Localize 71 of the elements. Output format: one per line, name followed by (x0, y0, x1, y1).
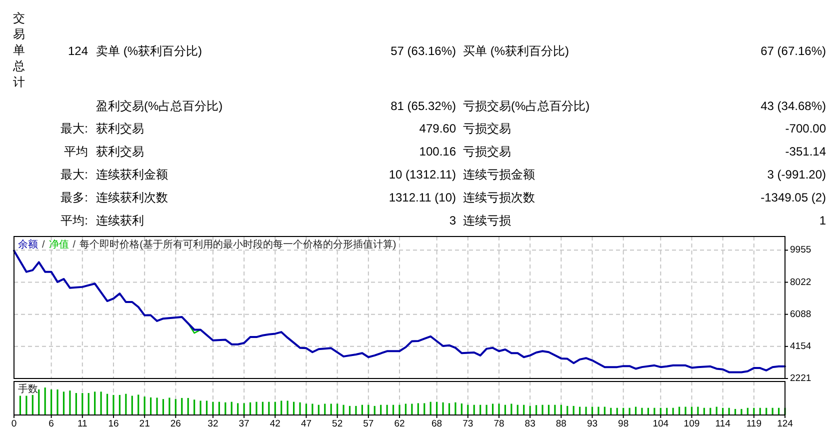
tick-label: 93 (586, 418, 598, 430)
annotation: 479.60 (419, 122, 456, 136)
tick-label: 6088 (790, 308, 812, 320)
tick-label: 2221 (790, 373, 812, 384)
annotation: 最多: (60, 190, 88, 204)
annotation: 买单 (%获利百分比) (463, 44, 569, 58)
tick-label: 73 (462, 418, 474, 430)
tick-label: 124 (777, 418, 793, 430)
tick-label: 78 (494, 418, 504, 430)
tick-label: 11 (77, 418, 88, 430)
annotation: 亏损交易 (463, 144, 511, 158)
annotation: -1349.05 (2) (760, 190, 826, 204)
tick-label: 114 (715, 418, 730, 430)
tick-label: 52 (332, 418, 343, 430)
tick-label: 16 (108, 418, 119, 430)
annotation: 连续获利 (96, 214, 144, 228)
annotation: 连续获利金额 (96, 168, 168, 182)
tick-label: 68 (432, 418, 442, 430)
tick-label: 8022 (790, 276, 812, 288)
annotation: -700.00 (785, 122, 826, 136)
tick-label: 119 (746, 418, 762, 430)
annotation: 获利交易 (96, 144, 144, 158)
annotation: 卖单 (%获利百分比) (96, 44, 202, 58)
tick-label: 104 (652, 418, 669, 430)
tick-label: 88 (556, 418, 566, 430)
annotation: -351.14 (785, 144, 826, 158)
tick-label: 0 (11, 418, 17, 430)
annotation: 100.16 (419, 144, 456, 158)
tick-label: 83 (524, 418, 536, 430)
tick-label: 6 (48, 418, 54, 430)
tick-label: 32 (208, 418, 218, 430)
title: 交易单总计 (13, 11, 25, 89)
legend: 净值 (48, 240, 69, 250)
title: 每个即时价格(基于所有可利用的最小时段的每一个价格的分形插值计算) (80, 240, 396, 250)
annotation: 10 (1312.11) (388, 168, 456, 182)
annotation: 获利交易 (96, 122, 144, 136)
annotation: 57 (63.16%) (390, 44, 456, 58)
annotation: 124 (68, 44, 88, 58)
legend: 余额 (18, 240, 38, 250)
tick-label: 57 (363, 418, 374, 430)
annotation: 平均: (60, 214, 88, 228)
annotation: / (42, 240, 45, 250)
tick-label: 62 (394, 418, 405, 430)
annotation: / (72, 240, 76, 250)
annotation: 最大: (60, 122, 88, 136)
annotation: 亏损交易(%占总百分比) (463, 99, 590, 113)
annotation: 1312.11 (10) (388, 190, 456, 204)
tick-label: 4154 (790, 340, 812, 352)
annotation: 平均 (64, 144, 88, 158)
tick-label: 98 (618, 418, 629, 430)
annotation: 盈利交易(%占总百分比) (96, 99, 223, 113)
annotation: 3 (449, 214, 456, 228)
annotation: 连续获利次数 (96, 190, 168, 204)
annotation: 最大: (60, 168, 88, 182)
annotation: 3 (-991.20) (767, 168, 826, 182)
tick-label: 21 (139, 418, 150, 430)
annotation: 连续亏损次数 (463, 190, 535, 204)
annotation: 1 (819, 214, 826, 228)
annotation: 连续亏损 (463, 214, 511, 228)
tick-label: 47 (300, 418, 312, 430)
title: 手数 (18, 384, 38, 395)
annotation: 亏损交易 (463, 122, 511, 136)
annotation: 43 (34.68%) (760, 99, 826, 113)
tick-label: 109 (684, 418, 700, 430)
annotation: 连续亏损金额 (463, 168, 535, 182)
annotation: 67 (67.16%) (760, 44, 826, 58)
tick-label: 26 (170, 418, 181, 430)
tick-label: 37 (238, 418, 250, 430)
tick-label: 42 (270, 418, 280, 430)
annotation: 81 (65.32%) (390, 99, 456, 113)
tick-label: 9955 (790, 244, 812, 256)
